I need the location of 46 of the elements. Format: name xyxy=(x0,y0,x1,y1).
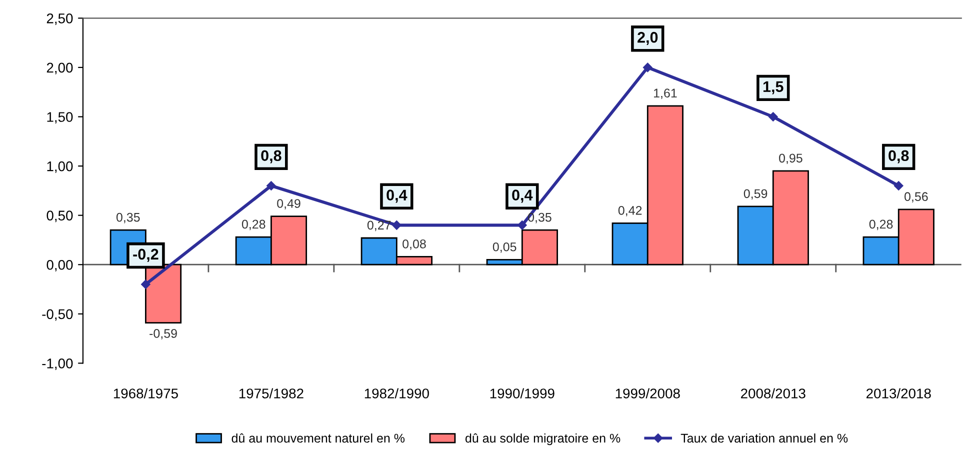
data-label: 0,28 xyxy=(869,220,893,230)
data-label: 0,49 xyxy=(277,199,300,210)
x-tick-label: 1975/1982 xyxy=(239,388,304,398)
data-label: 0,35 xyxy=(116,212,140,224)
data-label: -0,59 xyxy=(150,329,177,340)
y-tick-label: -0,50 xyxy=(42,309,73,321)
point xyxy=(266,181,276,190)
data-label: 0,4 xyxy=(512,190,533,203)
data-label: 2,0 xyxy=(638,32,658,45)
data-label: 0,4 xyxy=(386,190,408,203)
x-tick-label: 1999/2008 xyxy=(616,388,680,398)
point xyxy=(894,181,904,190)
y-tick-label: 1,50 xyxy=(47,112,73,124)
x-tick-label: 1990/1999 xyxy=(490,388,554,398)
x-tick-label: 2013/2018 xyxy=(866,388,931,398)
y-tick-label: 0,50 xyxy=(46,210,73,222)
y-tick-label: -1,00 xyxy=(42,358,73,370)
legend-label: dû au solde migratoire en % xyxy=(465,433,620,446)
data-label: 0,95 xyxy=(779,154,802,164)
point xyxy=(768,112,778,122)
x-tick-label: 1968/1975 xyxy=(114,388,178,398)
data-label: 0,05 xyxy=(492,242,516,253)
data-label: 1,61 xyxy=(654,88,677,99)
y-tick-label: 2,00 xyxy=(46,62,73,74)
x-tick-label: 1982/1990 xyxy=(364,388,429,398)
y-tick-label: 1,00 xyxy=(47,161,73,173)
x-tick-label: 2008/2013 xyxy=(741,388,806,398)
data-label: 0,28 xyxy=(242,220,266,230)
point xyxy=(518,220,527,230)
y-tick-label: 0,00 xyxy=(46,260,73,272)
point xyxy=(392,220,402,230)
data-label: 0,27 xyxy=(367,220,391,232)
data-label: 0,59 xyxy=(744,189,768,200)
legend-label: dû au mouvement naturel en % xyxy=(232,433,405,443)
point xyxy=(643,62,652,72)
legend-label: Taux de variation annuel en % xyxy=(680,433,848,443)
data-label: 0,08 xyxy=(402,239,426,250)
data-label: -0,2 xyxy=(133,248,158,262)
data-label: 0,8 xyxy=(261,150,282,164)
data-label: 1,5 xyxy=(763,81,784,94)
data-label: 0,42 xyxy=(618,206,642,216)
data-label: 0,8 xyxy=(888,150,909,164)
data-label: 0,35 xyxy=(528,212,552,224)
data-label: 0,56 xyxy=(904,192,928,202)
point xyxy=(141,280,150,289)
y-tick-label: 2,50 xyxy=(46,13,73,25)
